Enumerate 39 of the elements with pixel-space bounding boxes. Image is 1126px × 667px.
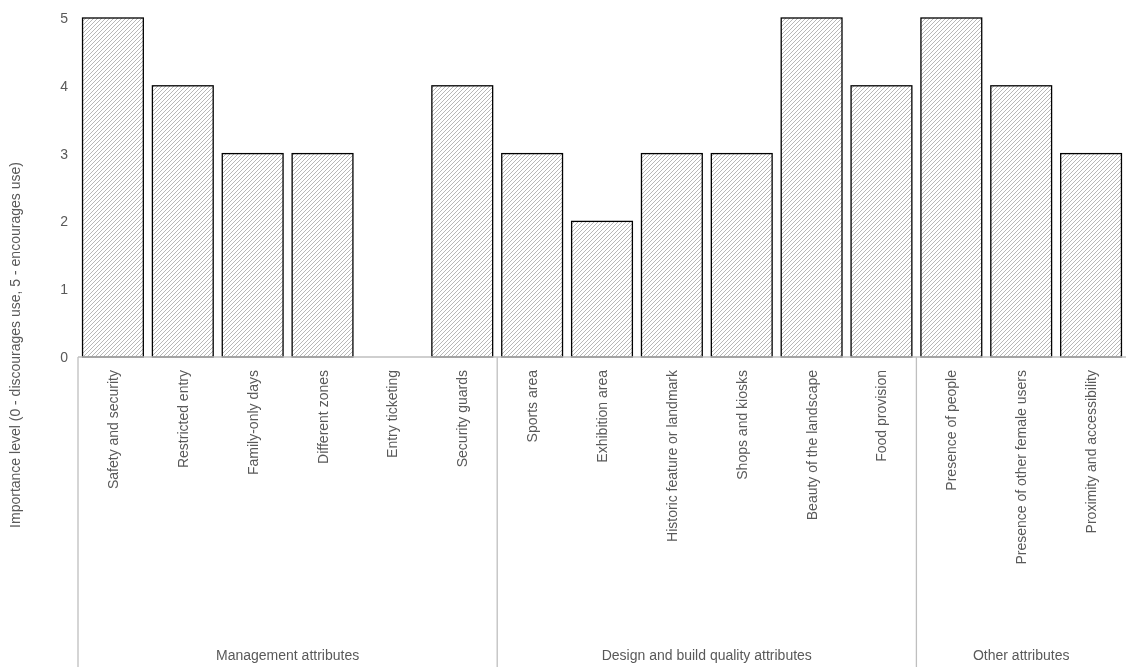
x-tick-label: Sports area [524,369,541,443]
x-tick-label: Presence of other female users [1013,370,1030,565]
x-tick-label: Security guards [454,370,471,468]
x-tick-label: Shops and kiosks [733,370,750,480]
x-tick-label: Beauty of the landscape [803,369,820,521]
x-tick-label: Historic feature or landmark [663,369,680,542]
bar [640,152,703,358]
bar [920,17,983,358]
x-tick-label: Exhibition area [594,369,610,463]
text: Management attributes [216,647,360,663]
bar [780,17,843,358]
x-tick-label: Proximity and accessibility [1083,370,1100,534]
x-tick-label: Different zones [314,370,331,464]
y-tick-label: 2 [60,213,69,230]
bar [1060,152,1123,358]
y-tick-label: 4 [60,77,69,94]
x-tick-label: Restricted entry [174,370,191,469]
bar [501,152,564,358]
y-tick-label: 3 [60,145,69,162]
x-tick-label: Presence of people [943,369,960,491]
bar [431,85,494,358]
text: Design and build quality attributes [601,647,812,663]
y-axis-title: Importance level (0 - discourages use, 5 - encourages use) [7,162,23,528]
bar [81,17,144,358]
y-tick-label: 1 [60,281,69,298]
x-tick-label: Family-only days [244,370,261,476]
text: Other attributes [972,647,1070,663]
y-tick-label: 5 [60,9,69,26]
bar [221,152,284,358]
x-tick-label: Food provision [873,370,890,462]
x-tick-label: Safety and security [104,370,121,490]
bar [710,152,773,358]
bar [151,85,214,358]
bar [990,85,1053,358]
y-tick-label: 0 [60,348,69,365]
bar [850,85,913,358]
bar [291,152,354,358]
x-tick-label: Entry ticketing [384,370,401,458]
bar [570,220,634,358]
